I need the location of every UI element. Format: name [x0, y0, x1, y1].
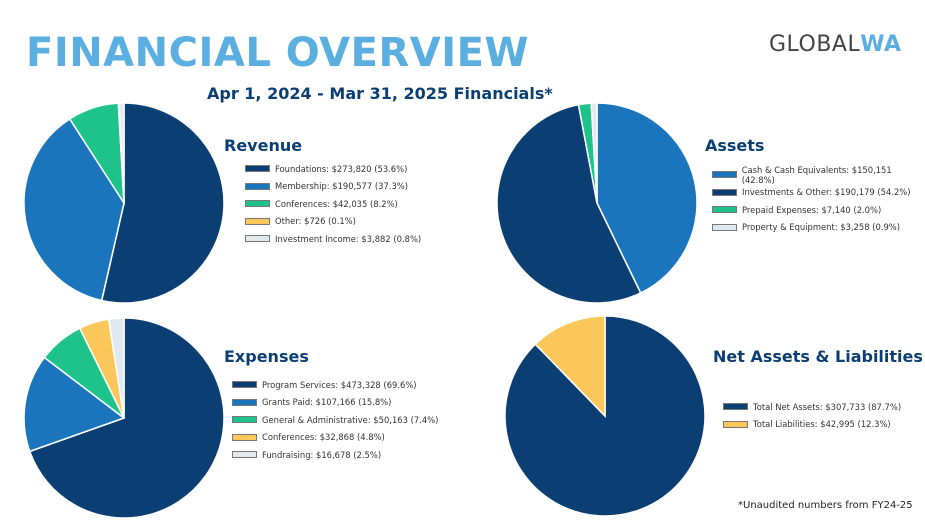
- legend-swatch: [232, 416, 257, 424]
- legend-item: Cash & Cash Equivalents: $150,151 (42.8%…: [712, 164, 925, 185]
- legend-item: Fundraising: $16,678 (2.5%): [232, 446, 438, 464]
- legend-label: Program Services: $473,328 (69.6%): [262, 379, 417, 390]
- legend-swatch: [712, 188, 737, 196]
- legend-label: Grants Paid: $107,166 (15.8%): [262, 397, 392, 408]
- legend-swatch: [245, 200, 270, 208]
- net-assets-title: Net Assets & Liabilities: [713, 347, 923, 366]
- revenue-pie: [23, 102, 225, 304]
- legend-item: Property & Equipment: $3,258 (0.9%): [712, 219, 925, 237]
- legend-item: Prepaid Expenses: $7,140 (2.0%): [712, 201, 925, 219]
- legend-label: Conferences: $42,035 (8.2%): [275, 198, 398, 209]
- legend-swatch: [723, 403, 748, 411]
- legend-label: Other: $726 (0.1%): [275, 216, 356, 227]
- legend-label: Fundraising: $16,678 (2.5%): [262, 449, 382, 460]
- footnote: *Unaudited numbers from FY24-25: [738, 500, 913, 511]
- expenses-slice: [23, 356, 126, 453]
- legend-swatch: [723, 420, 748, 428]
- net-assets-pie: [504, 315, 706, 517]
- legend-item: Program Services: $473,328 (69.6%): [232, 376, 438, 394]
- legend-label: Investments & Other: $190,179 (54.2%): [742, 187, 911, 198]
- legend-swatch: [232, 398, 257, 406]
- assets-slice: [596, 102, 698, 294]
- revenue-title: Revenue: [224, 136, 303, 155]
- legend-label: General & Administrative: $50,163 (7.4%): [262, 414, 439, 425]
- legend-label: Prepaid Expenses: $7,140 (2.0%): [742, 204, 882, 215]
- legend-label: Total Net Assets: $307,733 (87.7%): [753, 401, 902, 412]
- legend-label: Foundations: $273,820 (53.6%): [275, 163, 408, 174]
- legend-item: Foundations: $273,820 (53.6%): [245, 160, 421, 178]
- revenue-slice: [100, 102, 225, 304]
- assets-title: Assets: [705, 136, 765, 155]
- legend-swatch: [232, 381, 257, 389]
- legend-label: Membership: $190,577 (37.3%): [275, 181, 409, 192]
- assets-slice: [496, 103, 642, 304]
- legend-item: Membership: $190,577 (37.3%): [245, 178, 421, 196]
- legend-label: Cash & Cash Equivalents: $150,151 (42.8%…: [741, 164, 892, 185]
- legend-label: Conferences: $32,868 (4.8%): [262, 432, 385, 443]
- net-assets-legend: Total Net Assets: $307,733 (87.7%) Total …: [723, 398, 901, 433]
- legend-swatch: [245, 235, 270, 243]
- revenue-slice: [118, 102, 125, 204]
- legend-swatch: [232, 433, 257, 441]
- assets-legend: Cash & Cash Equivalents: $150,151 (42.8%…: [712, 164, 925, 237]
- globalwa-logo: GLOBALWA: [769, 32, 902, 57]
- assets-slice: [590, 102, 598, 204]
- legend-item: Conferences: $42,035 (8.2%): [245, 195, 421, 213]
- revenue-legend: Foundations: $273,820 (53.6%) Membership:…: [245, 160, 421, 248]
- legend-item: Grants Paid: $107,166 (15.8%): [232, 394, 438, 412]
- net-assets-slice: [534, 315, 606, 418]
- assets-pie: [496, 102, 698, 304]
- expenses-title: Expenses: [224, 347, 309, 366]
- legend-swatch: [712, 223, 737, 231]
- legend-item: Other: $726 (0.1%): [245, 213, 421, 231]
- legend-item: Conferences: $32,868 (4.8%): [232, 429, 438, 447]
- legend-item: General & Administrative: $50,163 (7.4%): [232, 411, 438, 429]
- legend-swatch: [245, 165, 270, 173]
- legend-swatch: [712, 206, 737, 214]
- page-title: FINANCIAL OVERVIEW: [26, 30, 530, 76]
- legend-label: Total Liabilities: $42,995 (12.3%): [753, 419, 891, 430]
- expenses-slice: [28, 317, 225, 519]
- page-subtitle: Apr 1, 2024 - Mar 31, 2025 Financials*: [207, 84, 553, 103]
- legend-swatch: [232, 451, 257, 459]
- legend-swatch: [712, 171, 737, 179]
- expenses-slice: [107, 317, 125, 419]
- legend-label: Property & Equipment: $3,258 (0.9%): [742, 222, 901, 233]
- expenses-pie: [23, 317, 225, 519]
- legend-item: Investments & Other: $190,179 (54.2%): [712, 184, 925, 202]
- legend-label: Investment Income: $3,882 (0.8%): [275, 233, 422, 244]
- legend-swatch: [245, 182, 270, 190]
- legend-item: Investment Income: $3,882 (0.8%): [245, 230, 421, 248]
- expenses-legend: Program Services: $473,328 (69.6%) Grants…: [232, 376, 438, 464]
- legend-swatch: [245, 217, 270, 225]
- legend-item: Total Net Assets: $307,733 (87.7%): [723, 398, 901, 416]
- legend-item: Total Liabilities: $42,995 (12.3%): [723, 416, 901, 434]
